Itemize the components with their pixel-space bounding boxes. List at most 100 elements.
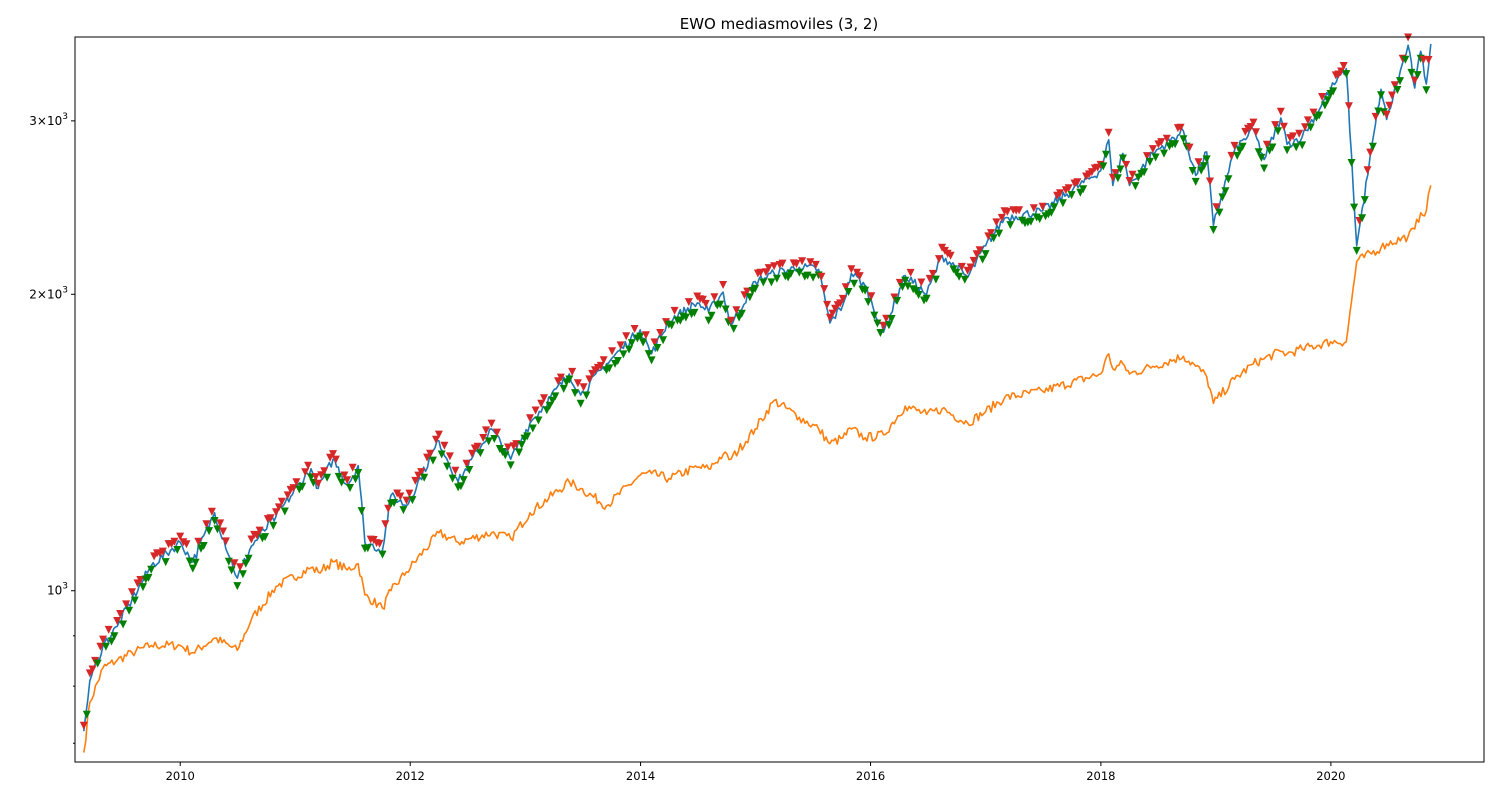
buy-signal-marker — [576, 399, 585, 408]
buy-signal-marker — [619, 350, 628, 359]
buy-signal-marker — [639, 338, 648, 347]
sell-signal-marker — [1262, 140, 1271, 149]
sell-signal-marker — [116, 610, 125, 618]
buy-signal-marker — [1099, 162, 1108, 171]
sell-signal-marker — [935, 255, 943, 264]
buy-signal-marker — [1368, 142, 1377, 151]
buy-signal-marker — [1116, 165, 1125, 174]
sell-signal-marker — [778, 259, 787, 268]
series-layer — [83, 44, 1432, 753]
buy-signal-marker — [737, 309, 746, 318]
sell-signal-marker — [1295, 129, 1304, 138]
buy-signal-marker — [205, 527, 214, 536]
sell-signal-marker — [482, 426, 490, 435]
sell-signal-marker — [375, 539, 384, 548]
buy-signal-marker — [960, 275, 969, 284]
sell-signal-marker — [879, 321, 888, 330]
sell-signal-marker — [182, 540, 191, 549]
sell-signal-marker — [462, 459, 471, 468]
sell-signal-marker — [434, 430, 443, 439]
sell-signal-marker — [170, 537, 179, 546]
buy-signal-marker — [238, 570, 247, 579]
buy-signal-marker — [227, 566, 236, 575]
buy-signal-marker — [1401, 55, 1410, 64]
buy-signal-marker — [955, 272, 964, 281]
buy-signal-marker — [1209, 226, 1218, 234]
sell-signal-marker — [283, 491, 292, 500]
buy-signal-marker — [125, 606, 134, 615]
sell-signal-marker — [1104, 128, 1113, 137]
sell-signal-marker — [247, 535, 256, 544]
buy-signal-marker — [759, 278, 768, 287]
sell-signal-marker — [381, 520, 390, 529]
buy-signal-marker — [1079, 185, 1088, 194]
sell-signal-marker — [957, 262, 966, 271]
sell-signal-marker — [710, 293, 719, 302]
sell-signal-marker — [1371, 112, 1380, 121]
sell-signal-marker — [1363, 166, 1372, 175]
sell-signal-marker — [289, 484, 298, 493]
sell-signal-marker — [630, 325, 639, 333]
buy-signal-marker — [1257, 153, 1266, 162]
buy-signal-marker — [565, 375, 574, 384]
sell-signal-marker — [445, 452, 454, 461]
buy-signal-marker — [647, 356, 656, 365]
sell-signal-marker — [487, 419, 496, 428]
buy-signal-marker — [144, 573, 153, 582]
x-tick-label: 2010 — [166, 769, 195, 783]
sell-signal-marker — [992, 218, 1001, 227]
sell-signal-marker — [1038, 202, 1047, 211]
buy-signal-marker — [501, 451, 510, 460]
buy-signal-marker — [873, 319, 882, 328]
buy-signal-marker — [903, 282, 912, 291]
marker-layer — [79, 33, 1433, 730]
sell-signal-marker — [88, 665, 97, 674]
buy-signal-marker — [337, 478, 346, 487]
buy-signal-marker — [850, 279, 859, 288]
buy-signal-marker — [1047, 208, 1056, 217]
sell-signal-marker — [1029, 204, 1038, 213]
sell-signal-marker — [1337, 67, 1346, 76]
buy-signal-marker — [1006, 221, 1015, 230]
sell-signal-marker — [329, 450, 337, 459]
buy-signal-marker — [241, 559, 250, 568]
sell-signal-marker — [622, 332, 631, 341]
sell-signal-marker — [811, 260, 820, 269]
sell-signal-marker — [1162, 134, 1171, 143]
buy-signal-marker — [334, 472, 343, 481]
sell-signal-marker — [969, 256, 978, 265]
buy-signal-marker — [627, 339, 636, 348]
y-tick-label: 103 — [47, 582, 68, 598]
buy-signal-marker — [681, 313, 690, 322]
buy-signal-marker — [1350, 203, 1359, 212]
buy-signal-marker — [978, 255, 987, 264]
buy-signal-marker — [653, 344, 662, 352]
buy-signal-marker — [363, 544, 372, 553]
buy-signal-marker — [420, 473, 429, 482]
buy-signal-marker — [459, 476, 468, 485]
sell-signal-marker — [230, 559, 239, 568]
sell-signal-marker — [1366, 148, 1375, 157]
buy-signal-marker — [551, 392, 560, 401]
buy-signal-marker — [704, 316, 713, 325]
buy-signal-marker — [745, 293, 754, 302]
buy-signal-marker — [1197, 166, 1206, 175]
sell-signal-marker — [946, 251, 955, 260]
buy-signal-marker — [1260, 164, 1269, 173]
sell-signal-marker — [343, 476, 352, 485]
sell-signal-marker — [1111, 169, 1120, 178]
buy-signal-marker — [429, 456, 437, 465]
buy-signal-marker — [408, 496, 417, 505]
sell-signal-marker — [451, 466, 460, 475]
buy-signal-marker — [506, 461, 515, 470]
sell-signal-marker — [266, 514, 275, 523]
sell-signal-marker — [277, 497, 286, 506]
x-tick-label: 2018 — [1086, 769, 1115, 783]
sell-signal-marker — [292, 478, 301, 487]
buy-signal-marker — [210, 517, 219, 525]
buy-signal-marker — [244, 554, 253, 563]
buy-signal-marker — [1145, 157, 1154, 166]
buy-signal-marker — [1171, 140, 1180, 149]
series-line-1 — [83, 185, 1432, 753]
